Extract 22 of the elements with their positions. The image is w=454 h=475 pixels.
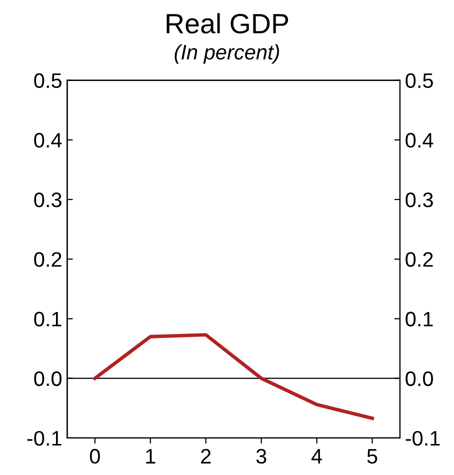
y-tick-label: 0.4	[34, 132, 62, 148]
x-tick-label: 1	[146, 449, 156, 464]
x-tick-label: 2	[201, 448, 211, 464]
x-tick-label: 5	[367, 449, 378, 464]
y2-tick-label: 0.0	[406, 371, 433, 386]
y2-tick-label: 0.2	[406, 252, 433, 267]
y-tick-label: 0.0	[34, 371, 62, 386]
y-tick-label: -0.1	[27, 430, 62, 446]
x-tick-label: 3	[256, 448, 266, 464]
y-tick-label: 0.2	[34, 252, 62, 267]
y-tick-label: 0.3	[34, 192, 62, 208]
y2-tick-label: 0.1	[406, 312, 433, 326]
x-tick-label: 4	[311, 449, 322, 464]
y2-tick-label: 0.5	[406, 73, 433, 88]
x-tick-label: 0	[90, 448, 100, 464]
y-tick-label: 0.1	[34, 312, 62, 326]
y2-tick-label: -0.1	[406, 430, 440, 446]
chart-subtitle: (In percent)	[174, 44, 280, 64]
y-tick-label: 0.5	[34, 73, 62, 88]
y2-tick-label: 0.4	[406, 132, 434, 148]
y2-tick-label: 0.3	[406, 192, 433, 208]
chart-title: Real GDP	[166, 13, 288, 34]
